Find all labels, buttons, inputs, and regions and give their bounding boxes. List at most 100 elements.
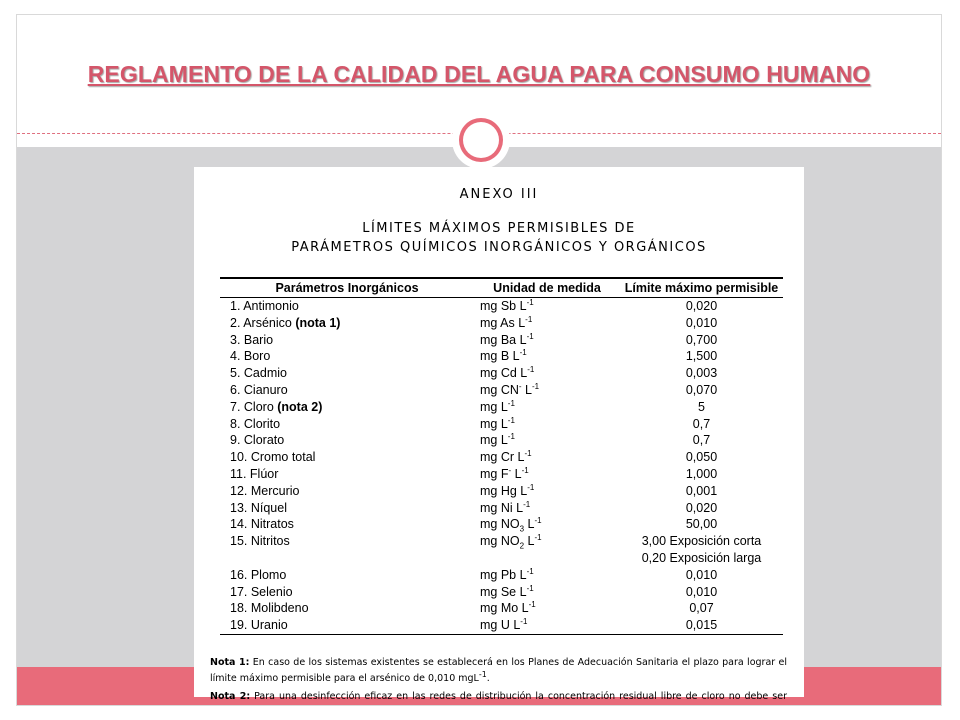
unit-text: mg L (480, 416, 508, 431)
param-name: 11. Flúor (230, 466, 279, 481)
param-cell: 9. Clorato (220, 432, 474, 449)
param-cell: 5. Cadmio (220, 365, 474, 382)
param-note: (nota 2) (277, 399, 323, 414)
table-row: 1. Antimonio mg Sb L-1 0,020 (220, 298, 783, 315)
table-row: 5. Cadmio mg Cd L-1 0,003 (220, 365, 783, 382)
unit-superscript: -1 (523, 499, 531, 509)
param-cell: 18. Molibdeno (220, 600, 474, 617)
unit-superscript: -1 (524, 449, 532, 459)
limit-value: 3,00 Exposición corta (641, 534, 762, 549)
unit-text: mg Ni L (480, 500, 524, 515)
param-name: 15. Nitritos (230, 534, 290, 549)
unit-charge: - (508, 465, 512, 475)
param-name: 16. Plomo (230, 567, 287, 582)
limit-cell: 0,010 (620, 315, 783, 332)
unit-text: mg Cr L (480, 450, 525, 465)
unit-text-post: L (521, 382, 533, 397)
table-row: 12. Mercurio mg Hg L-1 0,001 (220, 483, 783, 500)
unit-text: mg CN (480, 382, 519, 397)
param-name: 14. Nitratos (230, 517, 294, 532)
table-row: 0,20 Exposición larga (220, 550, 783, 567)
param-name: 12. Mercurio (230, 483, 300, 498)
unit-text-post: L (524, 534, 535, 549)
nota-1-label: Nota 1: (210, 657, 250, 668)
limit-value: 50,00 (685, 517, 718, 532)
limit-value: 0,015 (685, 618, 718, 633)
limit-value: 0,010 (685, 567, 718, 582)
unit-text: mg Hg L (480, 483, 528, 498)
limit-value: 1,000 (685, 466, 718, 481)
param-cell: 2. Arsénico (nota 1) (220, 315, 474, 332)
param-cell: 17. Selenio (220, 584, 474, 601)
unit-cell: mg Pb L-1 (474, 567, 620, 584)
limit-value: 1,500 (685, 349, 718, 364)
limit-value: 0,7 (692, 416, 711, 431)
param-name: 19. Uranio (230, 618, 288, 633)
param-name: 13. Níquel (230, 500, 287, 515)
unit-superscript: -1 (527, 482, 535, 492)
circle-ornament-center (463, 122, 499, 158)
nota-1-sup: -1 (478, 670, 487, 679)
limit-cell: 0,070 (620, 382, 783, 399)
unit-superscript: -1 (519, 348, 527, 358)
unit-text: mg Se L (480, 584, 527, 599)
unit-superscript: -1 (507, 415, 515, 425)
param-cell: 11. Flúor (220, 466, 474, 483)
unit-cell: mg F- L-1 (474, 466, 620, 483)
limit-value: 0,010 (685, 584, 718, 599)
param-name: 6. Cianuro (230, 382, 288, 397)
param-name: 3. Bario (230, 332, 274, 347)
param-cell: 3. Bario (220, 332, 474, 349)
param-name: 4. Boro (230, 349, 271, 364)
limit-cell: 0,07 (620, 600, 783, 617)
param-cell: 10. Cromo total (220, 449, 474, 466)
param-cell: 8. Clorito (220, 416, 474, 433)
param-name: 1. Antimonio (230, 299, 299, 313)
limit-cell: 0,7 (620, 416, 783, 433)
limit-value: 0,001 (685, 483, 718, 498)
unit-charge: - (518, 381, 522, 391)
param-cell: 19. Uranio (220, 617, 474, 635)
limit-value: 0,020 (685, 500, 718, 515)
limit-cell: 0,003 (620, 365, 783, 382)
table-row: 11. Flúor mg F- L-1 1,000 (220, 466, 783, 483)
nota-1-end: . (486, 673, 490, 685)
limit-cell: 0,700 (620, 332, 783, 349)
unit-text: mg Pb L (480, 567, 527, 582)
limit-cell: 0,001 (620, 483, 783, 500)
table-header-row: Parámetros Inorgánicos Unidad de medida … (220, 277, 783, 298)
param-name: 7. Cloro (230, 399, 278, 414)
unit-text: mg Mo L (480, 601, 529, 616)
slide-title: REGLAMENTO DE LA CALIDAD DEL AGUA PARA C… (87, 61, 871, 87)
limit-value: 0,7 (692, 433, 711, 448)
param-name: 5. Cadmio (230, 366, 287, 381)
table-body: 1. Antimonio mg Sb L-1 0,020 2. Arsénico (n… (220, 298, 783, 635)
unit-cell: mg As L-1 (474, 315, 620, 332)
unit-cell: mg NO3 L-1 (474, 516, 620, 534)
nota-2-sup: -1 (297, 704, 305, 705)
unit-superscript: -1 (526, 297, 534, 307)
parameters-table: Parámetros Inorgánicos Unidad de medida … (220, 277, 783, 635)
param-cell: 1. Antimonio (220, 298, 474, 315)
limit-value: 0,070 (685, 382, 718, 397)
table-row: 10. Cromo total mg Cr L-1 0,050 (220, 449, 783, 466)
unit-cell: mg L-1 (474, 416, 620, 433)
limit-cell: 0,050 (620, 449, 783, 466)
unit-cell: mg NO2 L-1 (474, 533, 620, 551)
limit-cell: 3,00 Exposición corta (620, 533, 783, 550)
table-row: 19. Uranio mg U L-1 0,015 (220, 617, 783, 635)
slide-frame: REGLAMENTO DE LA CALIDAD DEL AGUA PARA C… (16, 14, 942, 706)
limit-cell: 5 (620, 399, 783, 416)
unit-text-post: L (524, 517, 535, 532)
unit-text: mg U L (480, 618, 521, 633)
unit-superscript: -1 (521, 465, 529, 475)
document-page: ANEXO III LÍMITES MÁXIMOS PERMISIBLES DE… (194, 167, 804, 705)
unit-text-post: L (511, 466, 522, 481)
limit-value: 0,07 (689, 601, 714, 616)
unit-subscript: 2 (519, 541, 525, 551)
param-name: 8. Clorito (230, 416, 281, 431)
unit-superscript: -1 (532, 381, 540, 391)
unit-text: mg NO (480, 517, 520, 532)
unit-cell: mg Hg L-1 (474, 483, 620, 500)
table-row: 3. Bario mg Ba L-1 0,700 (220, 332, 783, 349)
